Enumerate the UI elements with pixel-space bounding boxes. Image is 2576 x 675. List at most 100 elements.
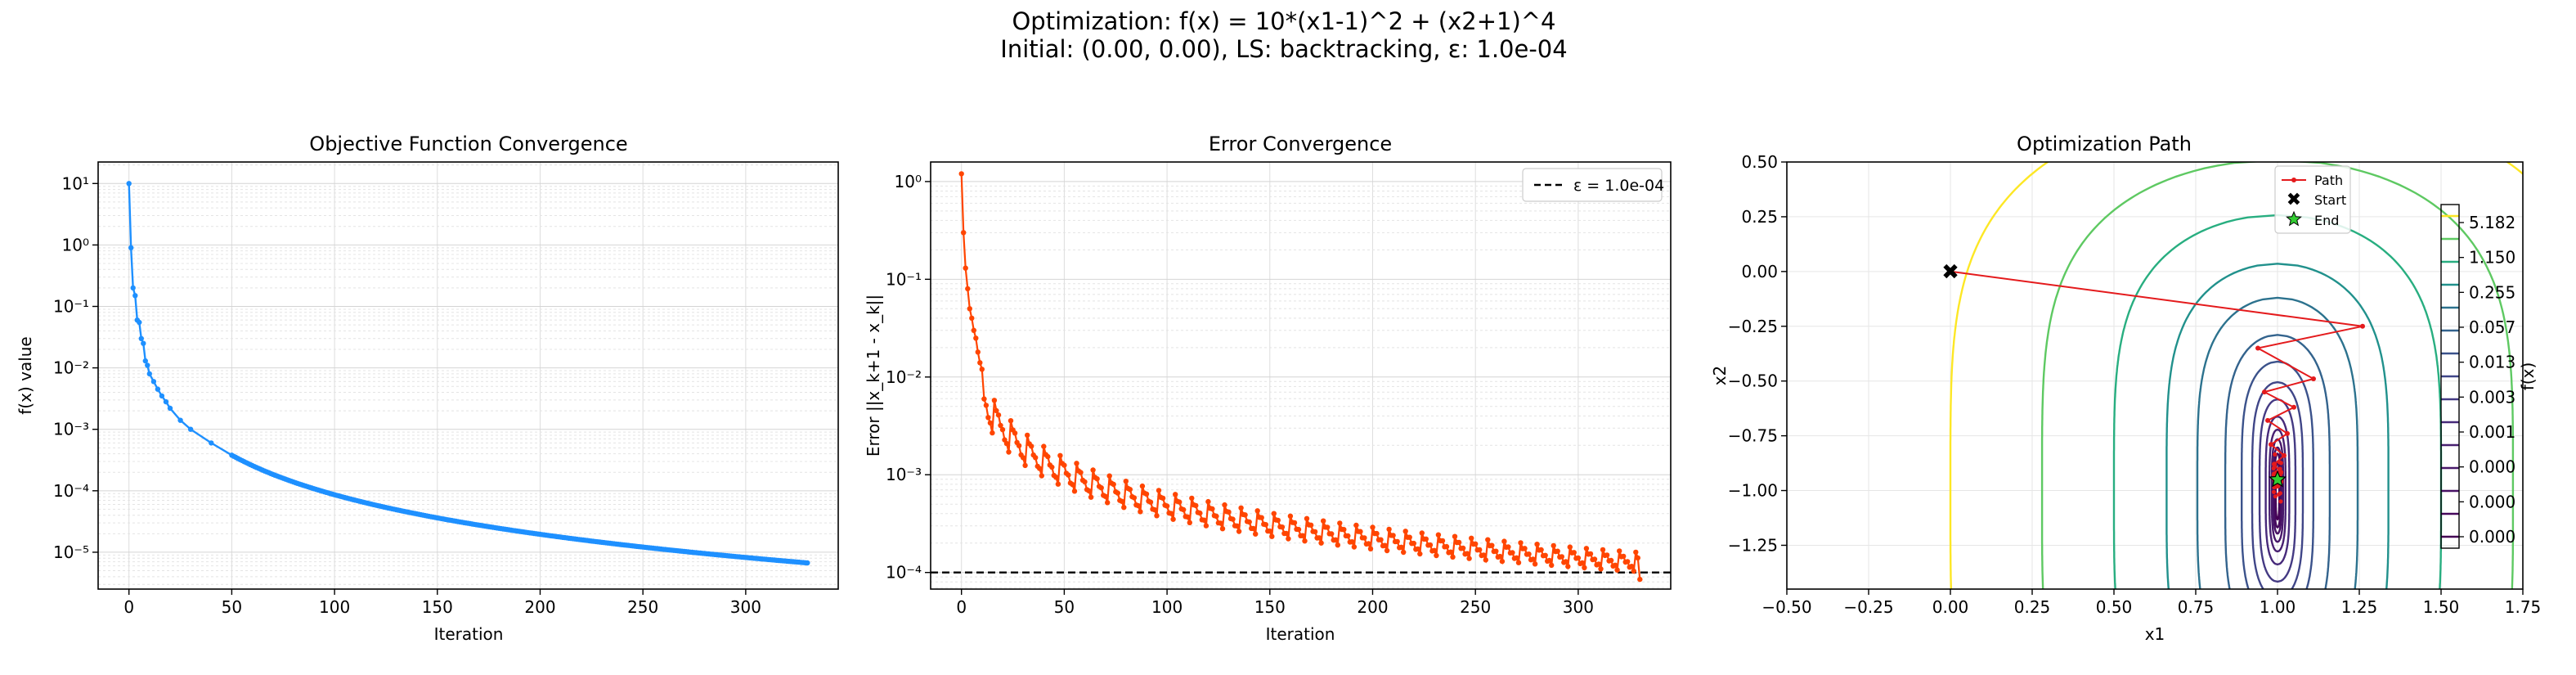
colorbar-tick-label: 5.182	[2469, 213, 2515, 232]
error-point	[1378, 537, 1384, 542]
path-ylabel: x2	[1710, 366, 1730, 386]
error-point	[1090, 467, 1096, 473]
figure-title-line2: Initial: (0.00, 0.00), LS: backtracking,…	[1000, 35, 1567, 63]
path-point	[2278, 491, 2282, 496]
error-point	[1443, 543, 1450, 550]
error-point	[1061, 462, 1067, 468]
start-legend-label: Start	[2314, 192, 2346, 208]
contour-level-line	[2196, 296, 2359, 589]
error-point	[1086, 488, 1092, 494]
error-point	[1318, 540, 1324, 546]
error-point	[1201, 517, 1207, 523]
error-point	[1411, 540, 1417, 547]
error-point	[1020, 455, 1026, 461]
contour-level-line	[2241, 360, 2314, 589]
error-point	[985, 415, 991, 421]
error-point	[1526, 551, 1532, 557]
error-point	[1374, 530, 1380, 537]
error-point	[1187, 520, 1193, 525]
error-point	[1431, 547, 1438, 553]
error-point	[1053, 475, 1059, 480]
error-point	[1238, 505, 1244, 511]
error-point	[991, 398, 998, 403]
error-point	[1156, 488, 1162, 493]
objective-point	[159, 393, 165, 399]
figure-title-line1: Optimization: f(x) = 10*(x1-1)^2 + (x2+1…	[1012, 7, 1555, 35]
error-point	[1151, 506, 1158, 513]
colorbar: 5.182 1.150 0.255 0.057 0.013 0.003 0.001 0.000…	[2440, 204, 2538, 549]
error-point	[1386, 526, 1392, 533]
error-point	[1530, 556, 1536, 562]
error-point	[1595, 561, 1602, 567]
error-point	[963, 265, 968, 271]
error-point	[1514, 555, 1519, 560]
error-point	[1222, 502, 1227, 508]
optimization-path-panel: Optimization Path ✖ −0.50 −0.25 0.00 0.25 0.…	[1710, 133, 2541, 644]
objective-point	[145, 362, 150, 368]
error-point	[1464, 551, 1470, 556]
error-point	[958, 171, 964, 177]
error-ytick-label: 10⁰	[895, 172, 922, 191]
objective-point	[128, 245, 134, 250]
error-point	[1143, 491, 1150, 497]
error-point	[1209, 506, 1215, 512]
optimization-path: ✖	[1941, 260, 2365, 504]
path-ytick-label: 0.25	[1741, 207, 1778, 227]
error-point	[1033, 455, 1039, 461]
error-plot-area	[931, 162, 1671, 589]
error-xtick-label: 50	[1054, 597, 1075, 617]
contour-level-line	[2272, 446, 2283, 535]
error-point	[1367, 546, 1374, 551]
colorbar-ticks: 5.182 1.150 0.255 0.057 0.013 0.003 0.001 0.000…	[2459, 213, 2515, 547]
path-point	[2272, 461, 2277, 466]
error-point	[1497, 553, 1503, 560]
error-point	[1625, 559, 1631, 565]
colorbar-tick-label: 0.000	[2469, 527, 2515, 547]
path-ytick-label: 0.50	[1741, 152, 1778, 172]
error-xtick-label: 250	[1460, 597, 1491, 617]
error-point	[1242, 512, 1248, 518]
path-ytick-label: −0.75	[1728, 426, 1778, 446]
path-point	[2278, 466, 2282, 471]
objective-ytick-label: 10⁻³	[53, 420, 89, 439]
error-point	[1614, 567, 1620, 573]
error-point	[1349, 539, 1355, 545]
objective-point	[132, 293, 138, 299]
objective-point	[141, 340, 146, 346]
error-point	[1295, 526, 1302, 533]
error-point	[1579, 560, 1586, 566]
path-xlabel: x1	[2145, 624, 2165, 644]
error-point	[1635, 555, 1641, 561]
path-xtick-label: −0.25	[1843, 597, 1893, 617]
objective-point	[187, 426, 194, 432]
error-point	[977, 360, 983, 366]
path-point	[2265, 417, 2270, 423]
objective-grid	[98, 162, 838, 589]
error-point	[1189, 495, 1195, 502]
colorbar-tick-label: 0.001	[2469, 422, 2515, 442]
error-point	[1450, 554, 1456, 560]
colorbar-level-lines	[2441, 214, 2459, 538]
error-point	[1203, 523, 1209, 529]
error-point	[1493, 548, 1499, 554]
error-point	[1456, 539, 1462, 546]
error-point	[1308, 522, 1314, 528]
error-point	[1131, 495, 1138, 501]
error-point	[1154, 513, 1160, 519]
error-point	[1234, 523, 1240, 529]
objective-xtick-label: 300	[730, 597, 761, 617]
error-legend-box	[1522, 168, 1663, 202]
error-point	[1269, 533, 1275, 539]
path-plot-area	[1787, 162, 2523, 589]
error-point	[1316, 535, 1322, 541]
objective-xlabel: Iteration	[434, 624, 504, 644]
objective-ytick-label: 10⁻¹	[53, 297, 89, 317]
error-point	[998, 422, 1003, 429]
error-point	[1219, 526, 1226, 532]
colorbar-frame	[2440, 204, 2460, 549]
path-xtick-label: −0.50	[1761, 597, 1811, 617]
error-point	[1515, 560, 1522, 565]
error-point	[1185, 514, 1191, 520]
objective-xtick-label: 0	[123, 597, 134, 617]
error-point	[1074, 461, 1079, 466]
